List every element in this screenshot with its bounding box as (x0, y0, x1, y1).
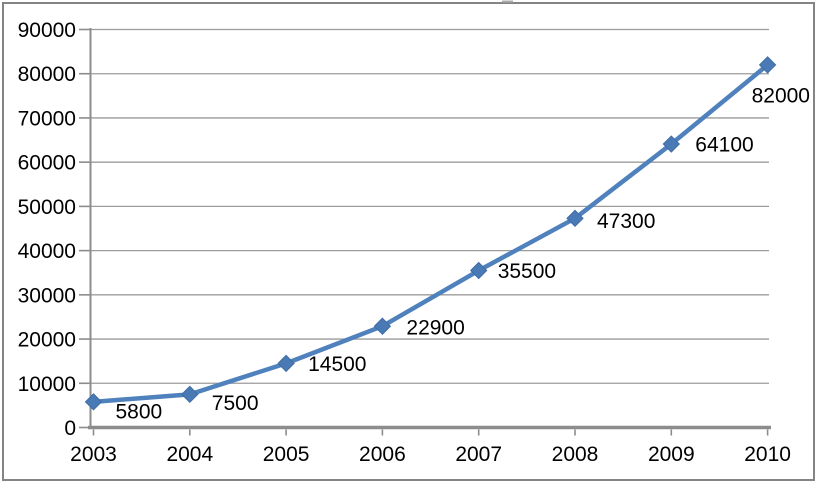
x-axis-label-2010: 2010 (744, 443, 791, 466)
data-label-64100: 64100 (695, 134, 753, 157)
data-label-22900: 22900 (406, 317, 464, 340)
data-point-2003 (84, 393, 103, 411)
data-label-5800: 5800 (116, 400, 163, 423)
x-axis-label-2009: 2009 (648, 443, 695, 466)
y-axis-label-0: 0 (64, 417, 76, 440)
x-axis-label-2005: 2005 (263, 443, 310, 466)
y-axis-label-90000: 90000 (18, 19, 76, 42)
data-label-47300: 47300 (597, 210, 655, 233)
x-axis-label-2006: 2006 (359, 443, 406, 466)
data-label-14500: 14500 (308, 353, 366, 376)
data-point-2006 (373, 317, 392, 335)
x-axis-label-2003: 2003 (70, 443, 117, 466)
y-axis-label-20000: 20000 (18, 329, 76, 352)
y-axis-label-70000: 70000 (18, 107, 76, 130)
y-axis-label-50000: 50000 (18, 196, 76, 219)
x-axis-label-2007: 2007 (455, 443, 502, 466)
data-point-2010 (758, 56, 777, 74)
y-axis-label-40000: 40000 (18, 240, 76, 263)
x-axis-label-2008: 2008 (552, 443, 599, 466)
data-point-2009 (662, 135, 681, 153)
y-axis-label-30000: 30000 (18, 284, 76, 307)
data-label-35500: 35500 (498, 260, 556, 283)
data-point-2007 (469, 261, 488, 280)
data-point-2008 (566, 209, 584, 228)
data-point-2005 (277, 354, 295, 373)
y-axis-label-10000: 10000 (18, 373, 76, 396)
x-axis-label-2004: 2004 (166, 443, 213, 466)
y-axis-label-60000: 60000 (18, 152, 76, 175)
data-label-7500: 7500 (212, 392, 259, 415)
data-label-82000: 82000 (752, 84, 810, 107)
data-point-2004 (181, 385, 199, 404)
y-axis-label-80000: 80000 (18, 63, 76, 86)
series-line (91, 62, 770, 405)
